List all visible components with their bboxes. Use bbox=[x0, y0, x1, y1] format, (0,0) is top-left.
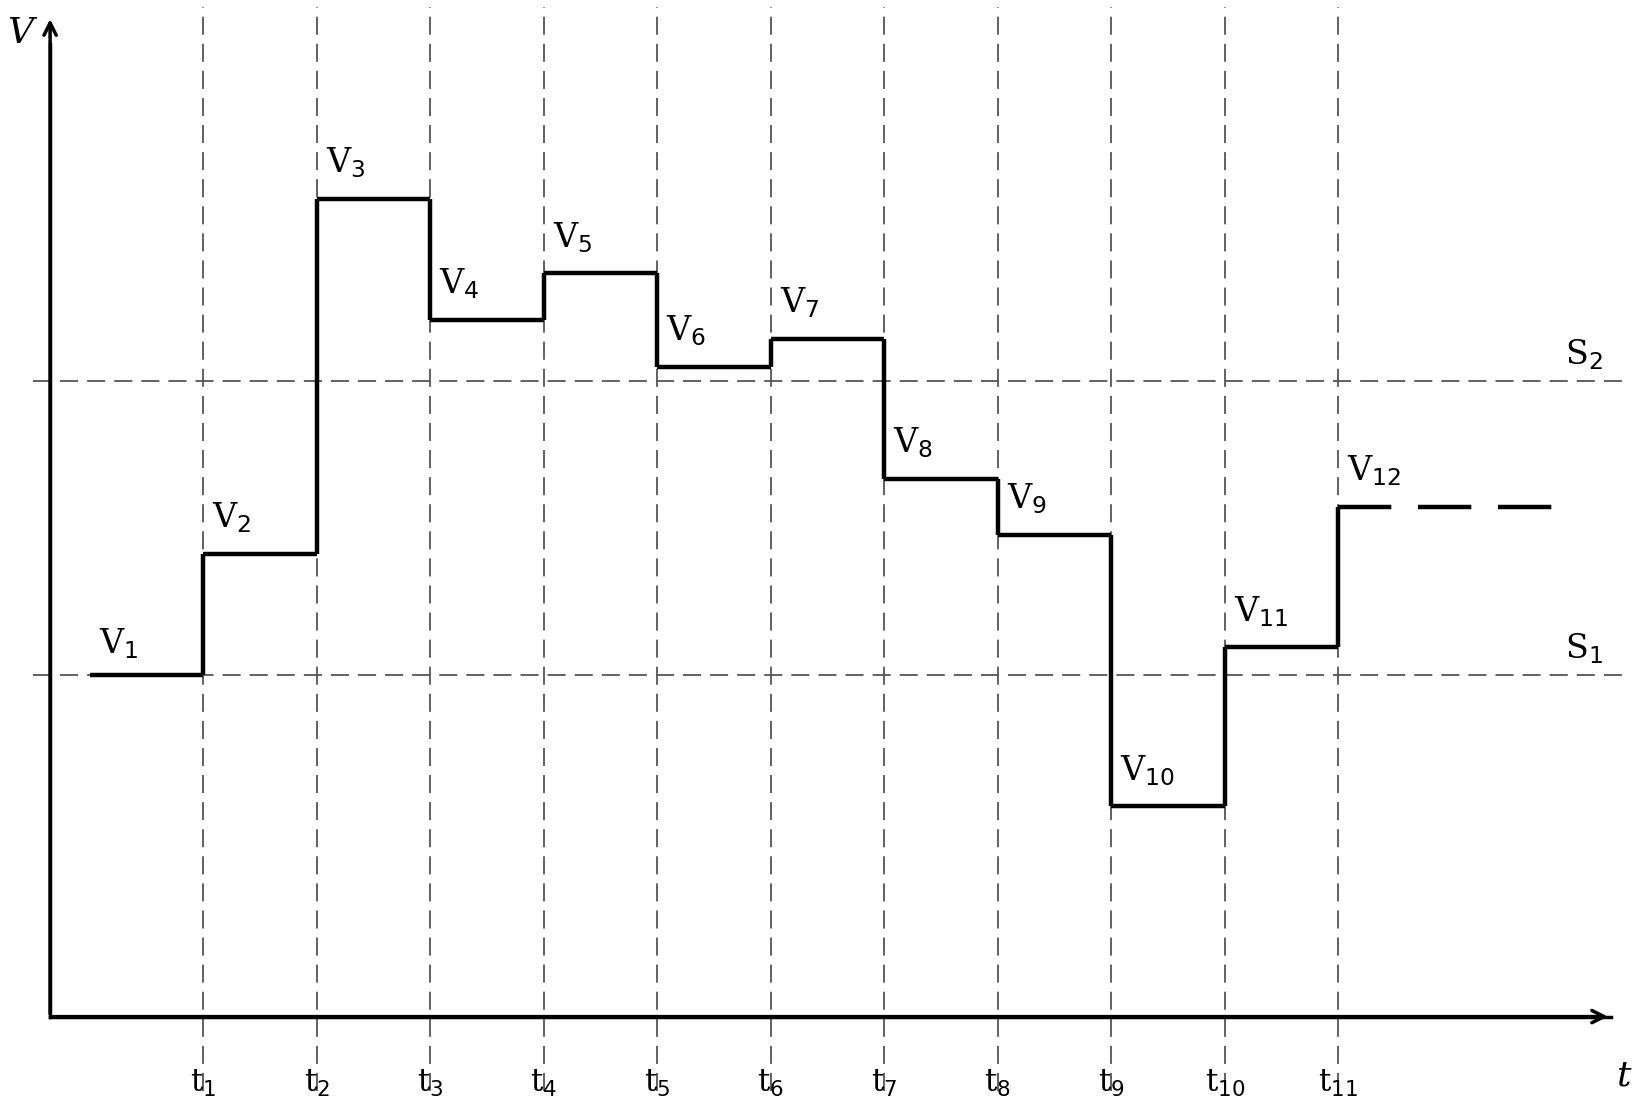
Text: S$_1$: S$_1$ bbox=[1565, 631, 1603, 665]
Text: t$_{10}$: t$_{10}$ bbox=[1205, 1068, 1246, 1099]
Text: t$_{11}$: t$_{11}$ bbox=[1318, 1068, 1359, 1099]
Text: t$_9$: t$_9$ bbox=[1098, 1068, 1124, 1099]
Text: V$_7$: V$_7$ bbox=[780, 286, 820, 320]
Text: t$_4$: t$_4$ bbox=[531, 1068, 557, 1099]
Text: V$_{12}$: V$_{12}$ bbox=[1347, 453, 1401, 489]
Text: V$_{10}$: V$_{10}$ bbox=[1121, 753, 1175, 788]
Text: t: t bbox=[1616, 1059, 1631, 1093]
Text: V$_3$: V$_3$ bbox=[326, 146, 365, 180]
Text: t$_5$: t$_5$ bbox=[644, 1068, 670, 1099]
Text: V$_2$: V$_2$ bbox=[213, 500, 252, 536]
Text: t$_3$: t$_3$ bbox=[416, 1068, 444, 1099]
Text: V$_6$: V$_6$ bbox=[667, 313, 706, 348]
Text: S$_2$: S$_2$ bbox=[1565, 337, 1603, 371]
Text: V$_1$: V$_1$ bbox=[98, 627, 138, 661]
Text: V$_5$: V$_5$ bbox=[552, 220, 592, 254]
Text: t$_7$: t$_7$ bbox=[872, 1068, 898, 1099]
Text: V$_4$: V$_4$ bbox=[439, 267, 480, 301]
Text: t$_6$: t$_6$ bbox=[757, 1068, 783, 1099]
Text: t$_8$: t$_8$ bbox=[985, 1068, 1011, 1099]
Text: V$_8$: V$_8$ bbox=[893, 426, 933, 460]
Text: V$_{11}$: V$_{11}$ bbox=[1234, 594, 1288, 629]
Text: t$_2$: t$_2$ bbox=[303, 1068, 329, 1099]
Text: t$_1$: t$_1$ bbox=[190, 1068, 216, 1099]
Text: V$_9$: V$_9$ bbox=[1006, 482, 1047, 517]
Text: V: V bbox=[7, 17, 33, 50]
